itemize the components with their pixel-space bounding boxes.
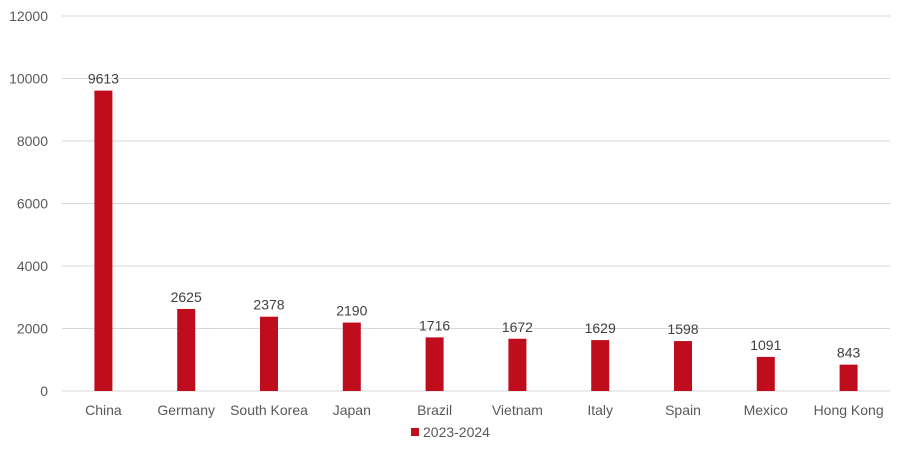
bar-italy <box>591 340 610 391</box>
data-label: 843 <box>837 345 861 361</box>
bar-hong-kong <box>839 364 858 391</box>
y-tick-label: 8000 <box>17 133 48 149</box>
data-label: 1091 <box>750 337 781 353</box>
data-label: 2625 <box>171 289 202 305</box>
legend-label: 2023-2024 <box>423 424 490 440</box>
x-tick-label: Mexico <box>744 402 789 418</box>
y-tick-label: 4000 <box>17 258 48 274</box>
data-label: 1672 <box>502 319 533 335</box>
legend: 2023-2024 <box>411 424 490 440</box>
bar-brazil <box>425 337 444 391</box>
bar-south-korea <box>260 316 278 391</box>
bar-vietnam <box>508 338 527 391</box>
x-tick-label: Vietnam <box>492 402 543 418</box>
bar-germany <box>177 308 196 391</box>
bars <box>94 90 858 391</box>
x-tick-label: South Korea <box>230 402 308 418</box>
bar-mexico <box>756 356 775 391</box>
y-axis: 0 2000 4000 6000 8000 10000 12000 <box>9 8 48 399</box>
x-tick-label: China <box>85 402 122 418</box>
x-tick-label: Hong Kong <box>814 402 884 418</box>
gridlines <box>62 15 890 392</box>
x-tick-label: Brazil <box>417 402 452 418</box>
bar-spain <box>674 341 692 391</box>
x-tick-label: Spain <box>665 402 701 418</box>
y-tick-label: 10000 <box>9 71 48 87</box>
data-label: 1598 <box>667 321 698 337</box>
legend-swatch <box>411 428 419 436</box>
y-tick-label: 2000 <box>17 321 48 337</box>
data-labels: 9613 2625 2378 2190 1716 1672 1629 1598 1091 843 <box>88 71 861 361</box>
y-tick-label: 12000 <box>9 8 48 24</box>
data-label: 9613 <box>88 71 119 87</box>
bar-china <box>94 90 113 391</box>
x-tick-label: Germany <box>157 402 215 418</box>
y-tick-label: 0 <box>40 383 48 399</box>
x-tick-label: Japan <box>333 402 371 418</box>
bar-japan <box>342 322 361 391</box>
data-label: 1716 <box>419 317 450 333</box>
data-label: 2378 <box>253 297 284 313</box>
data-label: 2190 <box>336 303 367 319</box>
y-tick-label: 6000 <box>17 196 48 212</box>
data-label: 1629 <box>585 320 616 336</box>
x-tick-label: Italy <box>587 402 613 418</box>
x-axis: China Germany South Korea Japan Brazil Vietna… <box>85 402 884 418</box>
